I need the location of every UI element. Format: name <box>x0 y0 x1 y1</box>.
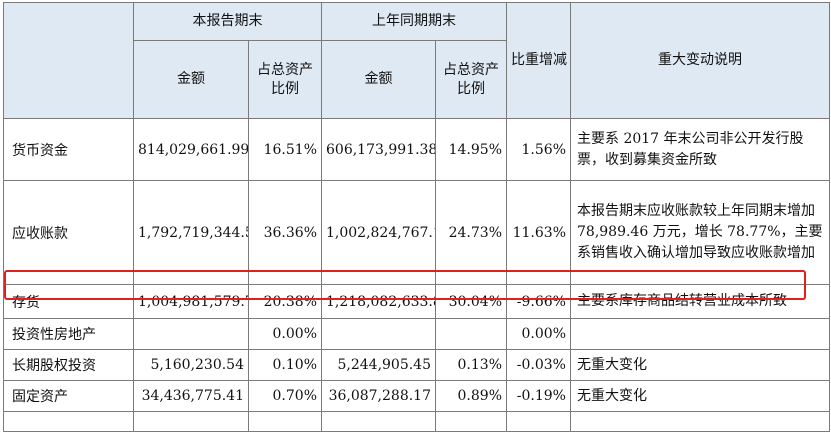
prev-pct: 14.95% <box>435 118 507 181</box>
prev-pct: 30.04% <box>435 284 507 319</box>
header-current-period: 本报告期末 <box>133 2 322 41</box>
cell <box>570 411 830 432</box>
header-cur-pct: 占总资产比例 <box>248 40 322 119</box>
prev-pct: 0.89% <box>435 380 507 412</box>
header-explanation: 重大变动说明 <box>570 2 830 119</box>
cur-pct: 16.51% <box>248 118 322 181</box>
ratio-change: 0.00% <box>506 318 571 350</box>
cur-amount: 814,029,661.99 <box>133 118 249 181</box>
change-note: 本报告期末应收账款较上年同期末增加 78,989.46 万元，增长 78.77%… <box>570 180 830 285</box>
ratio-change: -9.66% <box>506 284 571 319</box>
prev-pct <box>435 318 507 350</box>
header-prior-period: 上年同期期末 <box>321 2 507 41</box>
cell <box>506 411 571 432</box>
cur-pct: 36.36% <box>248 180 322 285</box>
row-item: 投资性房地产 <box>3 318 134 350</box>
row-item: 存货 <box>3 284 134 319</box>
ratio-change: -0.03% <box>506 349 571 381</box>
prev-amount: 1,002,824,767.16 <box>321 180 436 285</box>
change-note: 主要系库存商品结转营业成本所致 <box>570 284 830 319</box>
ratio-change: 1.56% <box>506 118 571 181</box>
prev-amount: 1,218,082,633.83 <box>321 284 436 319</box>
cur-amount: 1,792,719,344.52 <box>133 180 249 285</box>
table-row: 应收账款 1,792,719,344.52 36.36% 1,002,824,7… <box>3 180 830 285</box>
row-item: 应收账款 <box>3 180 134 285</box>
asset-change-table: 本报告期末 上年同期期末 比重增减 重大变动说明 金额 占总资产比例 金额 占总… <box>3 2 830 432</box>
cur-pct: 0.10% <box>248 349 322 381</box>
cell <box>133 411 249 432</box>
prev-amount: 606,173,991.38 <box>321 118 436 181</box>
cur-pct: 0.00% <box>248 318 322 350</box>
row-item: 长期股权投资 <box>3 349 134 381</box>
cur-amount: 34,436,775.41 <box>133 380 249 412</box>
header-blank <box>3 2 134 119</box>
table-row: 固定资产 34,436,775.41 0.70% 36,087,288.17 0… <box>3 380 830 412</box>
cell <box>248 411 322 432</box>
table-row-highlighted: 存货 1,004,981,579.73 20.38% 1,218,082,633… <box>3 284 830 319</box>
table-row: 长期股权投资 5,160,230.54 0.10% 5,244,905.45 0… <box>3 349 830 381</box>
cur-amount: 5,160,230.54 <box>133 349 249 381</box>
change-note <box>570 318 830 350</box>
cur-pct: 20.38% <box>248 284 322 319</box>
table-row: 投资性房地产 0.00% 0.00% <box>3 318 830 350</box>
header-cur-amount: 金额 <box>133 40 249 119</box>
cell <box>3 411 134 432</box>
ratio-change: -0.19% <box>506 380 571 412</box>
table-row-cut-off <box>3 411 830 432</box>
row-item: 固定资产 <box>3 380 134 412</box>
cur-amount <box>133 318 249 350</box>
prev-pct: 24.73% <box>435 180 507 285</box>
cur-pct: 0.70% <box>248 380 322 412</box>
change-note: 无重大变化 <box>570 380 830 412</box>
ratio-change: 11.63% <box>506 180 571 285</box>
prev-amount: 36,087,288.17 <box>321 380 436 412</box>
change-note: 主要系 2017 年末公司非公开发行股票，收到募集资金所致 <box>570 118 830 181</box>
change-note: 无重大变化 <box>570 349 830 381</box>
header-ratio-change: 比重增减 <box>506 2 571 119</box>
cell <box>435 411 507 432</box>
prev-amount: 5,244,905.45 <box>321 349 436 381</box>
cur-amount: 1,004,981,579.73 <box>133 284 249 319</box>
row-item: 货币资金 <box>3 118 134 181</box>
header-prev-amount: 金额 <box>321 40 436 119</box>
cell <box>321 411 436 432</box>
header-prev-pct: 占总资产比例 <box>435 40 507 119</box>
prev-pct: 0.13% <box>435 349 507 381</box>
table-row: 货币资金 814,029,661.99 16.51% 606,173,991.3… <box>3 118 830 181</box>
prev-amount <box>321 318 436 350</box>
